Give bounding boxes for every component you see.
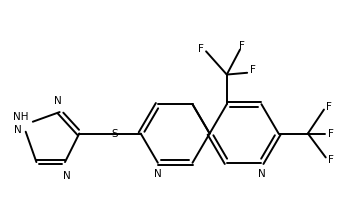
Text: F: F — [328, 155, 334, 164]
Text: N: N — [154, 169, 162, 179]
Text: F: F — [327, 102, 332, 112]
Text: NH: NH — [13, 112, 28, 122]
Text: F: F — [328, 128, 333, 138]
Text: F: F — [198, 44, 203, 54]
Text: N: N — [258, 169, 265, 179]
Text: F: F — [239, 41, 245, 51]
Text: F: F — [250, 65, 256, 75]
Text: N: N — [13, 125, 21, 135]
Text: N: N — [63, 171, 71, 181]
Text: N: N — [54, 96, 62, 106]
Text: S: S — [112, 128, 118, 138]
